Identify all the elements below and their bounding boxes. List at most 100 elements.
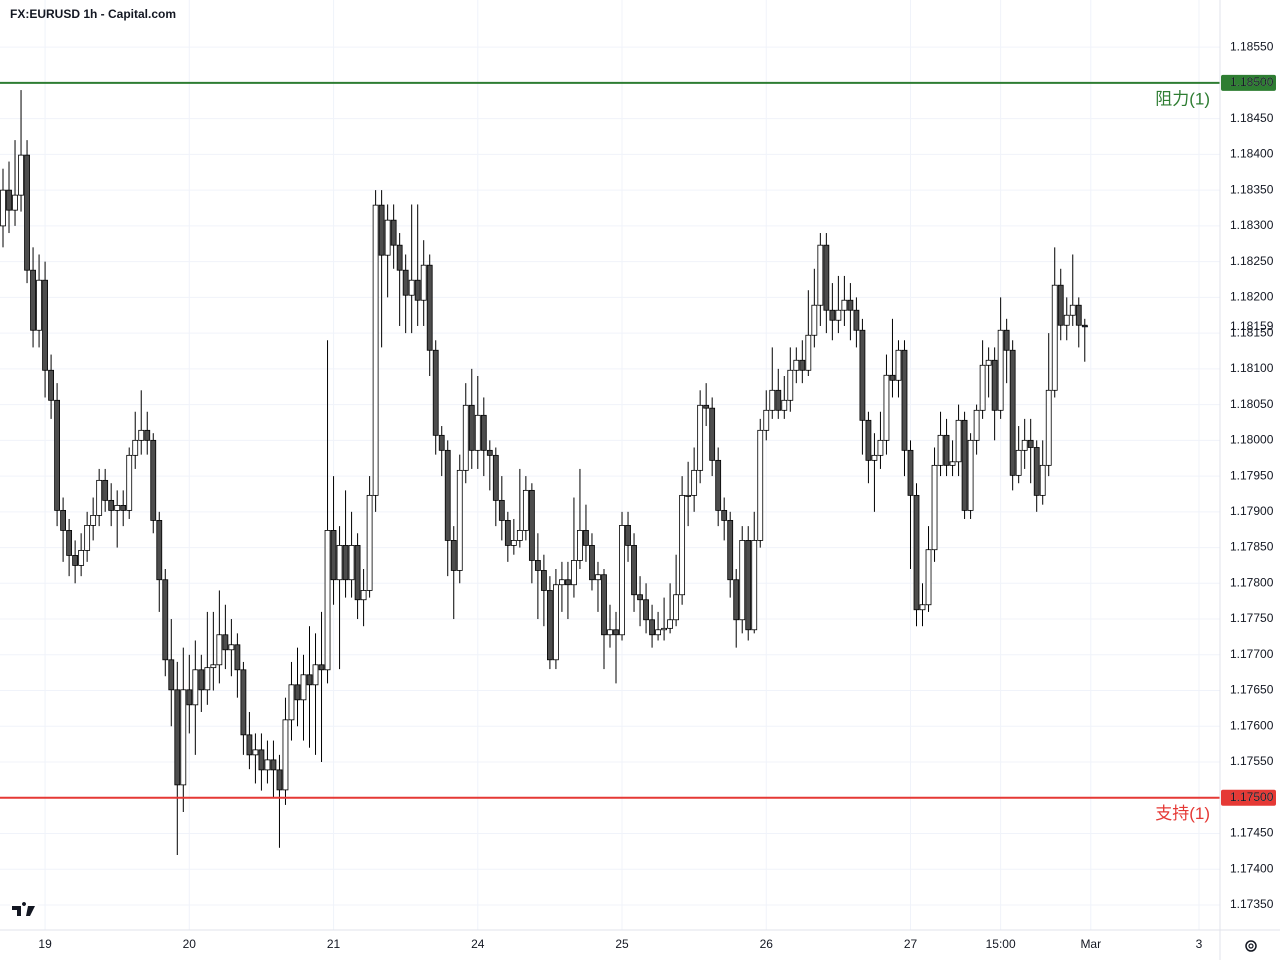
y-tick-label: 1.17350 bbox=[1230, 897, 1274, 911]
candle-body bbox=[402, 269, 409, 296]
y-tick-label: 1.18500 bbox=[1230, 75, 1274, 89]
candle-body bbox=[234, 644, 241, 671]
candle-body bbox=[733, 579, 740, 621]
candle-body bbox=[348, 545, 355, 581]
candle-body bbox=[985, 359, 992, 366]
candle-body bbox=[540, 570, 547, 591]
candle-body bbox=[120, 504, 127, 511]
candle-body bbox=[709, 407, 716, 461]
candle-body bbox=[643, 599, 649, 621]
y-tick-label: 1.18300 bbox=[1230, 218, 1274, 232]
candle-body bbox=[186, 689, 193, 706]
candle-body bbox=[847, 299, 854, 311]
candle-body bbox=[492, 454, 499, 501]
candle-body bbox=[1003, 329, 1010, 351]
candle-body bbox=[270, 759, 277, 771]
candle-body bbox=[589, 545, 595, 581]
last-price-box bbox=[1221, 319, 1276, 334]
candle-body bbox=[480, 414, 487, 451]
y-tick-label: 1.18250 bbox=[1230, 254, 1274, 268]
candle-body bbox=[216, 634, 223, 666]
candle-body bbox=[168, 659, 175, 691]
candle-body bbox=[787, 369, 794, 401]
x-tick-label: Mar bbox=[1080, 937, 1101, 951]
candle-body bbox=[192, 669, 199, 706]
candle-body bbox=[468, 404, 475, 451]
candle-body bbox=[66, 530, 73, 556]
candle-body bbox=[661, 627, 667, 631]
x-tick-label: 15:00 bbox=[986, 937, 1016, 951]
y-tick-label: 1.17550 bbox=[1230, 754, 1274, 768]
candle-body bbox=[559, 579, 565, 586]
candle-body bbox=[907, 449, 914, 496]
candle-body bbox=[486, 449, 493, 456]
candle-body bbox=[138, 429, 145, 441]
candle-body bbox=[1039, 464, 1046, 496]
candle-body bbox=[522, 489, 529, 531]
candle-body bbox=[913, 494, 920, 611]
last-price-label: 1.18159 bbox=[1230, 319, 1274, 333]
y-tick-label: 1.17600 bbox=[1230, 718, 1274, 732]
gear-hub[interactable] bbox=[1248, 943, 1254, 949]
candle-body bbox=[739, 540, 746, 621]
candle-body bbox=[955, 419, 962, 463]
candle-body bbox=[240, 669, 247, 736]
candle-body bbox=[276, 769, 283, 791]
candle-body bbox=[583, 530, 589, 546]
candle-body bbox=[36, 279, 42, 331]
y-tick-label: 1.18000 bbox=[1230, 433, 1274, 447]
settings-icon[interactable] bbox=[1245, 940, 1257, 952]
x-tick-label: 24 bbox=[471, 937, 485, 951]
candle-body bbox=[727, 519, 734, 581]
candle-body bbox=[865, 419, 872, 461]
candle-body bbox=[1045, 389, 1052, 466]
candle-body bbox=[504, 519, 511, 546]
candle-body bbox=[547, 590, 553, 661]
candle-body bbox=[150, 439, 157, 521]
candle-body bbox=[973, 409, 980, 441]
candle-body bbox=[90, 514, 97, 526]
candle-body bbox=[330, 530, 337, 581]
candle-body bbox=[613, 629, 619, 636]
x-tick-label: 21 bbox=[327, 937, 341, 951]
candle-body bbox=[697, 404, 704, 471]
candle-body bbox=[174, 689, 181, 786]
gear[interactable] bbox=[1245, 940, 1257, 952]
candle-body bbox=[96, 479, 103, 516]
candle-body bbox=[378, 204, 385, 256]
candle-body bbox=[925, 549, 932, 606]
candle-body bbox=[961, 419, 968, 511]
candle-body bbox=[384, 219, 391, 256]
candle-body bbox=[30, 269, 36, 331]
candle-body bbox=[673, 594, 680, 621]
candle-body bbox=[180, 689, 187, 786]
candle-body bbox=[498, 499, 505, 521]
candle-body bbox=[889, 374, 896, 381]
candle-body bbox=[246, 734, 253, 756]
candle-body bbox=[817, 244, 824, 306]
candle-body bbox=[60, 509, 67, 531]
candle-body bbox=[282, 719, 289, 791]
candle-body bbox=[883, 374, 890, 441]
candle-body bbox=[877, 439, 884, 456]
candle-body bbox=[132, 439, 139, 456]
y-tick-label: 1.17700 bbox=[1230, 647, 1274, 661]
candle-body bbox=[859, 329, 866, 421]
y-tick-label: 1.18350 bbox=[1230, 182, 1274, 196]
candle-body bbox=[126, 454, 133, 511]
candle-body bbox=[1051, 284, 1058, 391]
y-tick-label: 1.18450 bbox=[1230, 111, 1274, 125]
candle-body bbox=[450, 540, 457, 571]
candle-body bbox=[366, 494, 373, 591]
x-tick-label: 3 bbox=[1196, 937, 1203, 951]
candle-body bbox=[841, 299, 848, 311]
candle-body bbox=[360, 590, 367, 601]
candle-body bbox=[54, 399, 60, 511]
candle-body bbox=[595, 574, 601, 581]
candle-body bbox=[1009, 349, 1016, 476]
candle-body bbox=[751, 540, 758, 631]
candle-body bbox=[456, 469, 463, 571]
candle-body bbox=[1021, 439, 1028, 451]
